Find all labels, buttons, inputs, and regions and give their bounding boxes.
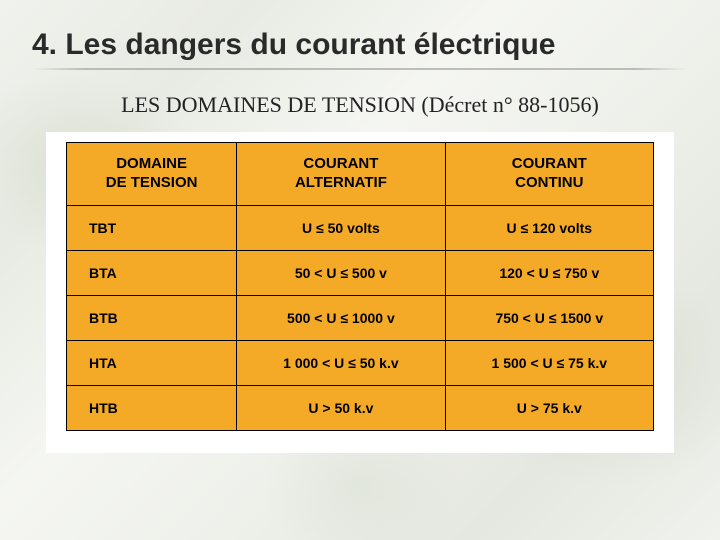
table-row: BTA 50 < U ≤ 500 v 120 < U ≤ 750 v [67,250,654,295]
tension-table: DOMAINE DE TENSION COURANT ALTERNATIF CO… [66,142,654,431]
cell-alt: U ≤ 50 volts [237,205,445,250]
cell-label: HTA [67,340,237,385]
col-header-continu: COURANT CONTINU [445,143,653,206]
col-header-alternatif: COURANT ALTERNATIF [237,143,445,206]
cell-label: HTB [67,385,237,430]
col-header-line: COURANT [303,155,378,172]
title-underline [32,68,688,70]
col-header-line: COURANT [512,155,587,172]
cell-label: BTB [67,295,237,340]
slide-content: 4. Les dangers du courant électrique LES… [0,0,720,453]
col-header-line: DOMAINE [116,155,187,172]
cell-label: TBT [67,205,237,250]
cell-alt: 1 000 < U ≤ 50 k.v [237,340,445,385]
table-row: HTB U > 50 k.v U > 75 k.v [67,385,654,430]
cell-alt: 500 < U ≤ 1000 v [237,295,445,340]
col-header-line: DE TENSION [106,174,198,191]
page-title: 4. Les dangers du courant électrique [32,28,688,62]
cell-cont: 750 < U ≤ 1500 v [445,295,653,340]
cell-label: BTA [67,250,237,295]
table-row: TBT U ≤ 50 volts U ≤ 120 volts [67,205,654,250]
subtitle: LES DOMAINES DE TENSION (Décret n° 88-10… [32,92,688,118]
cell-cont: U > 75 k.v [445,385,653,430]
col-header-line: CONTINU [515,174,583,191]
table-header-row: DOMAINE DE TENSION COURANT ALTERNATIF CO… [67,143,654,206]
cell-cont: U ≤ 120 volts [445,205,653,250]
table-row: HTA 1 000 < U ≤ 50 k.v 1 500 < U ≤ 75 k.… [67,340,654,385]
col-header-line: ALTERNATIF [295,174,387,191]
table-row: BTB 500 < U ≤ 1000 v 750 < U ≤ 1500 v [67,295,654,340]
table-card: DOMAINE DE TENSION COURANT ALTERNATIF CO… [46,132,674,453]
cell-cont: 1 500 < U ≤ 75 k.v [445,340,653,385]
cell-alt: 50 < U ≤ 500 v [237,250,445,295]
cell-cont: 120 < U ≤ 750 v [445,250,653,295]
col-header-domaine: DOMAINE DE TENSION [67,143,237,206]
cell-alt: U > 50 k.v [237,385,445,430]
